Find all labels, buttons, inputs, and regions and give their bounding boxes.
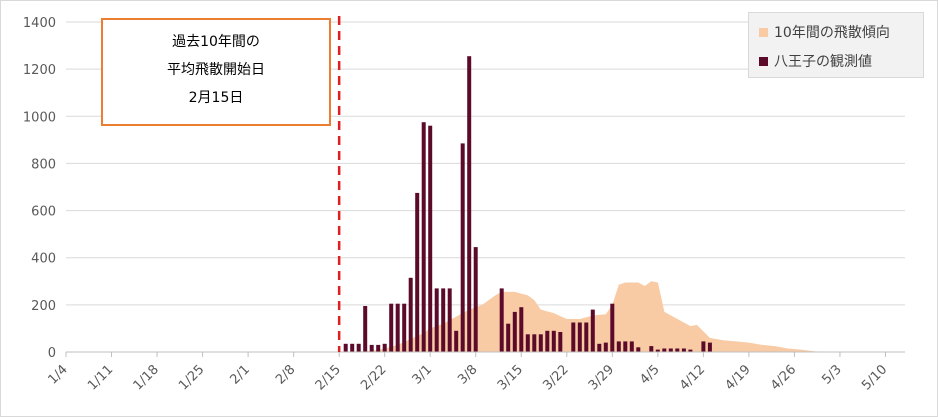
observation-bar <box>421 122 426 352</box>
x-tick-label: 3/29 <box>586 362 617 393</box>
x-tick-label: 3/8 <box>455 362 480 387</box>
observation-bar <box>519 307 524 352</box>
observation-bar <box>382 343 387 353</box>
x-tick-label: 3/22 <box>540 362 571 393</box>
observation-bar <box>577 322 582 352</box>
observation-bar-series <box>343 56 712 353</box>
observation-bar <box>590 309 595 352</box>
x-tick-label: 2/1 <box>228 362 253 387</box>
x-tick-label: 2/15 <box>313 362 344 393</box>
legend-label-trend: 10年間の飛散傾向 <box>774 25 890 41</box>
x-tick-label: 5/10 <box>859 362 890 393</box>
observation-bar <box>499 288 504 352</box>
annotation-box: 過去10年間の 平均飛散開始日 2月15日 <box>101 18 331 126</box>
observation-bar <box>623 341 628 352</box>
x-tick-label: 1/4 <box>45 362 70 387</box>
x-tick-label: 2/22 <box>358 362 389 393</box>
y-tick-label: 1200 <box>23 63 56 78</box>
observation-bar <box>532 334 537 352</box>
x-tick-label: 4/26 <box>768 362 799 393</box>
x-tick-label: 1/25 <box>176 362 207 393</box>
observation-bar <box>558 332 563 352</box>
observation-bar <box>402 303 407 352</box>
observation-bar <box>376 344 381 352</box>
observation-bar <box>597 343 602 353</box>
x-tick-label: 1/18 <box>131 362 162 393</box>
y-tick-label: 800 <box>31 157 56 172</box>
observation-bar <box>506 323 511 352</box>
x-tick-label: 5/3 <box>819 362 844 387</box>
legend-item-observed: 八王子の観測値 <box>759 51 872 71</box>
observation-bar <box>473 247 478 352</box>
x-tick-label: 2/8 <box>273 362 298 387</box>
y-tick-label: 1400 <box>23 16 56 31</box>
annotation-line-2: 平均飛散開始日 <box>167 62 265 78</box>
observation-bar <box>571 322 576 352</box>
x-tick-label: 3/15 <box>495 362 526 393</box>
y-tick-label: 400 <box>31 252 56 267</box>
observation-bar <box>629 341 634 352</box>
annotation-line-1: 過去10年間の <box>172 34 260 50</box>
legend: 10年間の飛散傾向 八王子の観測値 <box>748 12 924 78</box>
observation-bar <box>512 311 517 352</box>
observation-bar <box>616 341 621 352</box>
observation-bar <box>668 348 673 352</box>
observation-bar <box>707 342 712 352</box>
observation-bar <box>545 330 550 352</box>
observation-bar <box>415 192 420 352</box>
y-tick-label: 200 <box>31 299 56 314</box>
observation-bar <box>389 303 394 352</box>
observation-bar <box>655 349 660 352</box>
y-tick-label: 1000 <box>23 110 56 125</box>
annotation-line-3: 2月15日 <box>188 90 244 106</box>
y-tick-label: 600 <box>31 205 56 220</box>
observation-bar <box>610 303 615 352</box>
observation-bar <box>681 348 686 352</box>
x-tick-label: 4/5 <box>637 362 662 387</box>
x-tick-label: 4/19 <box>722 362 753 393</box>
observation-bar <box>551 330 556 352</box>
observation-bar <box>363 306 368 352</box>
observation-bar <box>538 334 543 352</box>
observation-bar <box>525 334 530 352</box>
x-tick-label: 1/11 <box>85 362 116 393</box>
observation-bar <box>701 341 706 352</box>
observation-bar <box>649 346 654 352</box>
observation-bar <box>350 343 355 353</box>
observation-bar <box>467 56 472 352</box>
observation-bar <box>356 343 361 353</box>
observation-bar <box>675 348 680 352</box>
y-tick-label: 0 <box>48 346 56 361</box>
x-tick-label: 3/1 <box>410 362 435 387</box>
legend-swatch-observed <box>759 56 768 66</box>
observation-bar <box>369 344 374 352</box>
observation-bar <box>603 342 608 352</box>
observation-bar <box>460 143 465 352</box>
observation-bar <box>395 303 400 352</box>
observation-bar <box>343 343 348 353</box>
legend-swatch-trend <box>759 27 768 37</box>
observation-bar <box>408 277 413 353</box>
observation-bar <box>441 288 446 352</box>
legend-label-observed: 八王子の観測値 <box>774 54 872 70</box>
observation-bar <box>662 348 667 352</box>
observation-bar <box>428 125 433 352</box>
observation-bar <box>454 330 459 352</box>
observation-bar <box>688 349 693 352</box>
observation-bar <box>584 322 589 352</box>
observation-bar <box>434 288 439 352</box>
observation-bar <box>636 347 641 352</box>
observation-bar <box>447 288 452 352</box>
x-tick-label: 4/12 <box>677 362 708 393</box>
legend-item-trend: 10年間の飛散傾向 <box>759 22 890 42</box>
